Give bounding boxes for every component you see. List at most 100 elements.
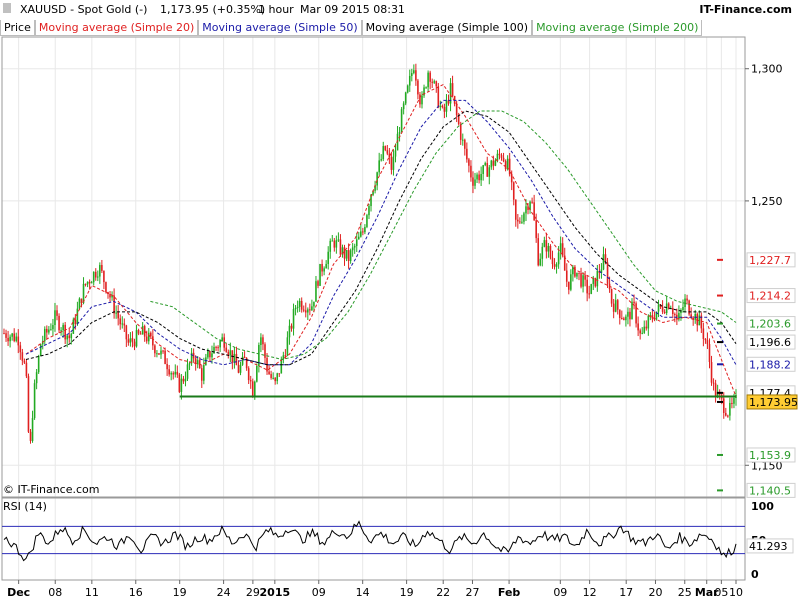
candle-body xyxy=(309,309,311,311)
candle-body xyxy=(243,356,246,359)
candle-body xyxy=(384,146,387,151)
candle-body xyxy=(123,323,126,326)
candle-body xyxy=(60,330,62,332)
brand-label: IT-Finance.com xyxy=(699,3,792,16)
candle-body xyxy=(7,337,9,342)
candle-body xyxy=(290,325,293,329)
candle-body xyxy=(584,275,586,280)
x-tick-label: 29 xyxy=(246,586,260,599)
candle-body xyxy=(325,264,327,269)
candle-body xyxy=(671,308,674,315)
candle-body xyxy=(50,329,52,331)
y-tick-label: 1,150 xyxy=(751,459,783,472)
candle-body xyxy=(321,264,323,272)
candle-body xyxy=(502,157,505,162)
candle-body xyxy=(17,336,20,346)
candle-body xyxy=(209,351,211,358)
last-price-box xyxy=(746,394,798,410)
candle-body xyxy=(576,272,578,277)
candle-body xyxy=(366,215,368,227)
candle-body xyxy=(174,371,177,375)
candle-body xyxy=(457,115,460,125)
candle-body xyxy=(360,231,362,237)
candle-body xyxy=(215,346,217,348)
candle-body xyxy=(531,201,533,203)
candle-body xyxy=(337,239,340,241)
candle-body xyxy=(233,353,236,363)
candle-body xyxy=(406,85,409,93)
candle-body xyxy=(674,314,676,316)
candle-body xyxy=(249,380,252,382)
candle-body xyxy=(300,300,303,310)
candle-body xyxy=(441,105,444,107)
candle-body xyxy=(578,272,580,274)
x-tick-label: Feb xyxy=(498,586,521,599)
candle-body xyxy=(443,106,446,112)
candle-body xyxy=(661,306,664,312)
candle-body xyxy=(425,87,427,89)
candle-body xyxy=(99,265,101,277)
candle-body xyxy=(68,335,71,339)
candle-body xyxy=(362,231,364,233)
legend-price[interactable]: Price xyxy=(0,20,35,36)
candle-body xyxy=(343,247,346,259)
candle-body xyxy=(545,240,548,252)
candle-body xyxy=(129,338,132,343)
candle-body xyxy=(113,295,115,314)
candle-body xyxy=(329,240,332,252)
candle-body xyxy=(647,315,650,329)
candle-body xyxy=(135,330,138,347)
rsi-tick-label: 0 xyxy=(751,568,759,581)
candle-body xyxy=(139,333,142,335)
candle-body xyxy=(561,243,564,256)
legend-sma100[interactable]: Moving average (Simple 100) xyxy=(361,20,533,36)
candle-body xyxy=(196,360,199,365)
candle-body xyxy=(19,345,22,353)
candle-body xyxy=(133,341,136,347)
y-tick-label: 1,250 xyxy=(751,195,783,208)
candle-body xyxy=(180,378,183,392)
candle-body xyxy=(447,100,450,104)
candle-body xyxy=(492,160,495,166)
candle-body xyxy=(205,357,207,366)
candle-body xyxy=(217,347,219,349)
candle-body xyxy=(537,238,540,266)
candle-body xyxy=(476,174,478,180)
candle-body xyxy=(468,159,470,166)
price-label-box xyxy=(746,252,796,268)
candle-body xyxy=(294,308,297,310)
candle-body xyxy=(245,358,248,369)
candle-body xyxy=(706,340,709,345)
candle-body xyxy=(612,303,615,312)
candle-body xyxy=(262,337,264,345)
ma-line-4 xyxy=(150,110,737,361)
candle-body xyxy=(74,319,77,325)
timeframe[interactable]: 1 hour xyxy=(258,3,294,16)
candle-body xyxy=(496,153,499,161)
legend-sma20[interactable]: Moving average (Simple 20) xyxy=(34,20,199,36)
candle-body xyxy=(439,105,442,108)
price-label: 1,173.95 xyxy=(749,396,798,409)
candle-body xyxy=(172,373,175,375)
candle-body xyxy=(276,373,279,382)
candle-body xyxy=(417,80,419,95)
candle-body xyxy=(374,185,376,191)
legend-sma50[interactable]: Moving average (Simple 50) xyxy=(198,20,362,36)
candle-body xyxy=(625,316,627,321)
candle-body xyxy=(178,374,181,392)
price-label-box xyxy=(746,447,796,463)
candle-body xyxy=(296,306,299,309)
candle-body xyxy=(459,124,462,140)
candle-body xyxy=(335,240,338,248)
collapse-icon[interactable] xyxy=(3,3,11,13)
candle-body xyxy=(396,133,399,151)
candle-body xyxy=(521,221,523,223)
x-tick-label: 25 xyxy=(678,586,692,599)
legend-sma200[interactable]: Moving average (Simple 200) xyxy=(532,20,703,36)
candle-body xyxy=(131,338,134,342)
x-tick-label: 12 xyxy=(583,586,597,599)
candle-body xyxy=(15,336,18,341)
candle-body xyxy=(678,313,680,320)
candle-body xyxy=(404,92,407,104)
